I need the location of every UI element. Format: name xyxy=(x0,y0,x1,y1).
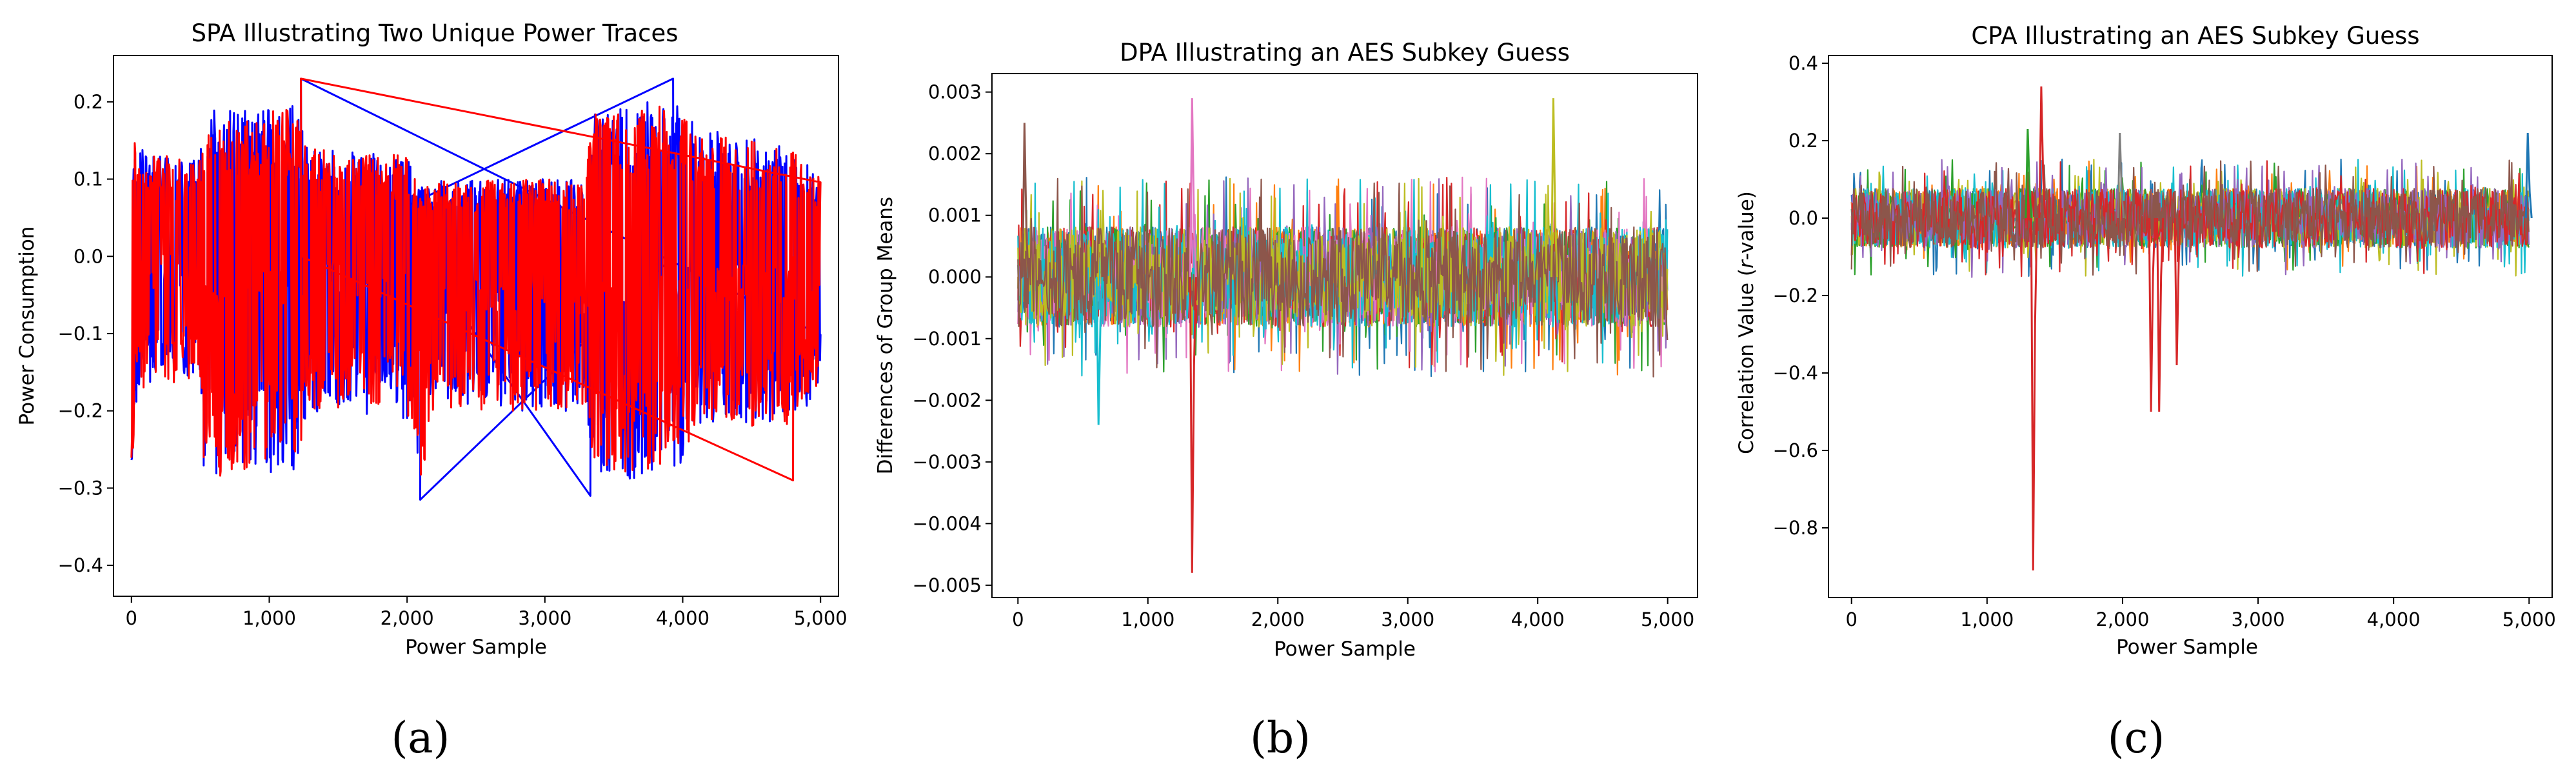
spa-xtick-label: 2,000 xyxy=(381,607,434,629)
cpa-series-7 xyxy=(1850,160,2530,277)
dpa-spike-4 xyxy=(1095,277,1104,425)
cpa-spike-5 xyxy=(2174,217,2182,366)
spa-xtick-label: 4,000 xyxy=(656,607,709,629)
axis-ticks-cpa: 0 1,000 2,000 3,000 4,000 5,000 −0.8 −0.6 −0.4 −0… xyxy=(1773,52,2556,630)
title-dpa: DPA Illustrating an AES Subkey Guess xyxy=(1120,39,1570,66)
dpa-ytick-label: −0.004 xyxy=(913,512,982,534)
series-area-spa xyxy=(130,77,822,501)
dpa-ytick-label: −0.002 xyxy=(913,389,982,411)
cpa-series-8 xyxy=(1850,159,2530,276)
dpa-spike-2 xyxy=(1189,98,1197,277)
spa-ytick-label: −0.3 xyxy=(58,477,103,499)
axis-ticks-spa: 0 1,000 2,000 3,000 4,000 5,000 −0.4 −0.3 −0.2 −0… xyxy=(58,91,847,629)
panel-cpa: CPA Illustrating an AES Subkey Guess 0 1,… xyxy=(1735,22,2556,763)
cpa-spike-1 xyxy=(2030,217,2038,571)
dpa-ytick-label: 0.002 xyxy=(928,143,982,165)
spa-xtick-label: 5,000 xyxy=(794,607,847,629)
series-area-cpa xyxy=(1850,86,2533,571)
dpa-xtick-label: 1,000 xyxy=(1121,609,1174,630)
title-spa: SPA Illustrating Two Unique Power Traces xyxy=(191,19,678,47)
xlabel-cpa: Power Sample xyxy=(2116,636,2258,659)
spa-ytick-label: 0.2 xyxy=(74,91,103,113)
dpa-ytick-label: −0.001 xyxy=(913,328,982,350)
dpa-spike-5 xyxy=(1021,123,1029,277)
panel-spa: SPA Illustrating Two Unique Power Traces… xyxy=(15,19,847,763)
panel-dpa: DPA Illustrating an AES Subkey Guess 0 1,… xyxy=(874,39,1698,763)
cpa-spike-6 xyxy=(2025,128,2033,219)
plot-frame-cpa xyxy=(1828,55,2553,598)
dpa-xtick-label: 4,000 xyxy=(1511,609,1565,630)
dpa-series-8 xyxy=(1017,177,1669,376)
ylabel-cpa: Correlation Value (r-value) xyxy=(1735,191,1758,454)
plot-frame-spa xyxy=(113,55,839,597)
ylabel-dpa: Differences of Group Means xyxy=(874,197,897,474)
cpa-spike-8 xyxy=(2524,132,2533,219)
cpa-spike-2 xyxy=(2038,86,2046,219)
dpa-ytick-label: 0.003 xyxy=(928,81,982,103)
dpa-xtick-label: 5,000 xyxy=(1641,609,1694,630)
cpa-ytick-label: −0.4 xyxy=(1773,362,1818,384)
cpa-xtick-label: 3,000 xyxy=(2232,609,2285,630)
cpa-xtick-label: 5,000 xyxy=(2502,609,2556,630)
cpa-xtick-label: 4,000 xyxy=(2367,609,2421,630)
cpa-spike-4 xyxy=(2156,217,2165,412)
spa-xtick-label: 1,000 xyxy=(243,607,296,629)
cpa-spike-7 xyxy=(2117,132,2125,219)
panel-label-c: (c) xyxy=(2108,713,2165,763)
panel-label-b: (b) xyxy=(1250,713,1311,763)
plot-frame-dpa xyxy=(991,73,1698,598)
dpa-xtick-label: 0 xyxy=(1012,609,1024,630)
cpa-ytick-label: 0.0 xyxy=(1788,207,1818,229)
dpa-xtick-label: 2,000 xyxy=(1251,609,1305,630)
ylabel-spa: Power Consumption xyxy=(15,226,39,426)
cpa-ytick-label: −0.6 xyxy=(1773,439,1818,461)
dpa-ytick-label: −0.005 xyxy=(913,574,982,596)
dpa-ytick-label: −0.003 xyxy=(913,451,982,473)
axis-ticks-dpa: 0 1,000 2,000 3,000 4,000 5,000 −0.005 −0.004 −0… xyxy=(913,81,1695,630)
spa-ytick-label: −0.1 xyxy=(58,323,103,345)
spa-series-2 xyxy=(130,77,822,481)
dpa-ytick-label: 0.001 xyxy=(928,205,982,226)
dpa-spike-1 xyxy=(1189,277,1197,573)
cpa-ytick-label: −0.8 xyxy=(1773,517,1818,539)
cpa-xtick-label: 1,000 xyxy=(1960,609,2014,630)
spa-ytick-label: −0.2 xyxy=(58,400,103,422)
dpa-series-9 xyxy=(1017,177,1669,377)
title-cpa: CPA Illustrating an AES Subkey Guess xyxy=(1971,22,2419,50)
cpa-ytick-label: −0.2 xyxy=(1773,285,1818,307)
dpa-ytick-label: 0.000 xyxy=(928,266,982,288)
series-area-dpa xyxy=(1017,98,1669,573)
cpa-ytick-label: 0.2 xyxy=(1788,130,1818,152)
panel-label-a: (a) xyxy=(391,713,450,763)
xlabel-spa: Power Sample xyxy=(405,636,547,659)
cpa-xtick-label: 2,000 xyxy=(2095,609,2149,630)
cpa-spike-3 xyxy=(2148,217,2156,412)
spa-xtick-label: 3,000 xyxy=(518,607,571,629)
spa-ytick-label: 0.0 xyxy=(74,245,103,267)
xlabel-dpa: Power Sample xyxy=(1274,638,1416,661)
dpa-xtick-label: 3,000 xyxy=(1381,609,1434,630)
cpa-xtick-label: 0 xyxy=(1845,609,1857,630)
spa-ytick-label: −0.4 xyxy=(58,554,103,576)
cpa-ytick-label: 0.4 xyxy=(1788,52,1818,74)
spa-ytick-label: 0.1 xyxy=(74,168,103,190)
dpa-spike-3 xyxy=(1550,98,1558,277)
spa-xtick-label: 0 xyxy=(126,607,137,629)
